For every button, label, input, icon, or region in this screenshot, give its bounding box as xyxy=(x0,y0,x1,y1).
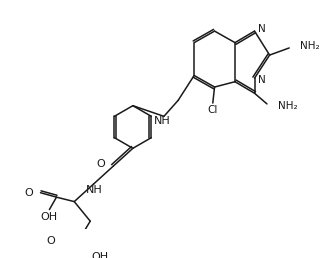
Text: Cl: Cl xyxy=(208,105,218,115)
Text: OH: OH xyxy=(41,212,58,222)
Text: OH: OH xyxy=(91,252,108,258)
Text: O: O xyxy=(25,188,34,198)
Text: NH: NH xyxy=(85,185,102,195)
Text: O: O xyxy=(46,236,55,246)
Text: O: O xyxy=(96,159,105,169)
Text: N: N xyxy=(258,75,266,85)
Text: NH₂: NH₂ xyxy=(278,101,297,111)
Text: NH: NH xyxy=(154,116,171,126)
Text: N: N xyxy=(258,24,266,34)
Text: NH₂: NH₂ xyxy=(300,41,320,51)
